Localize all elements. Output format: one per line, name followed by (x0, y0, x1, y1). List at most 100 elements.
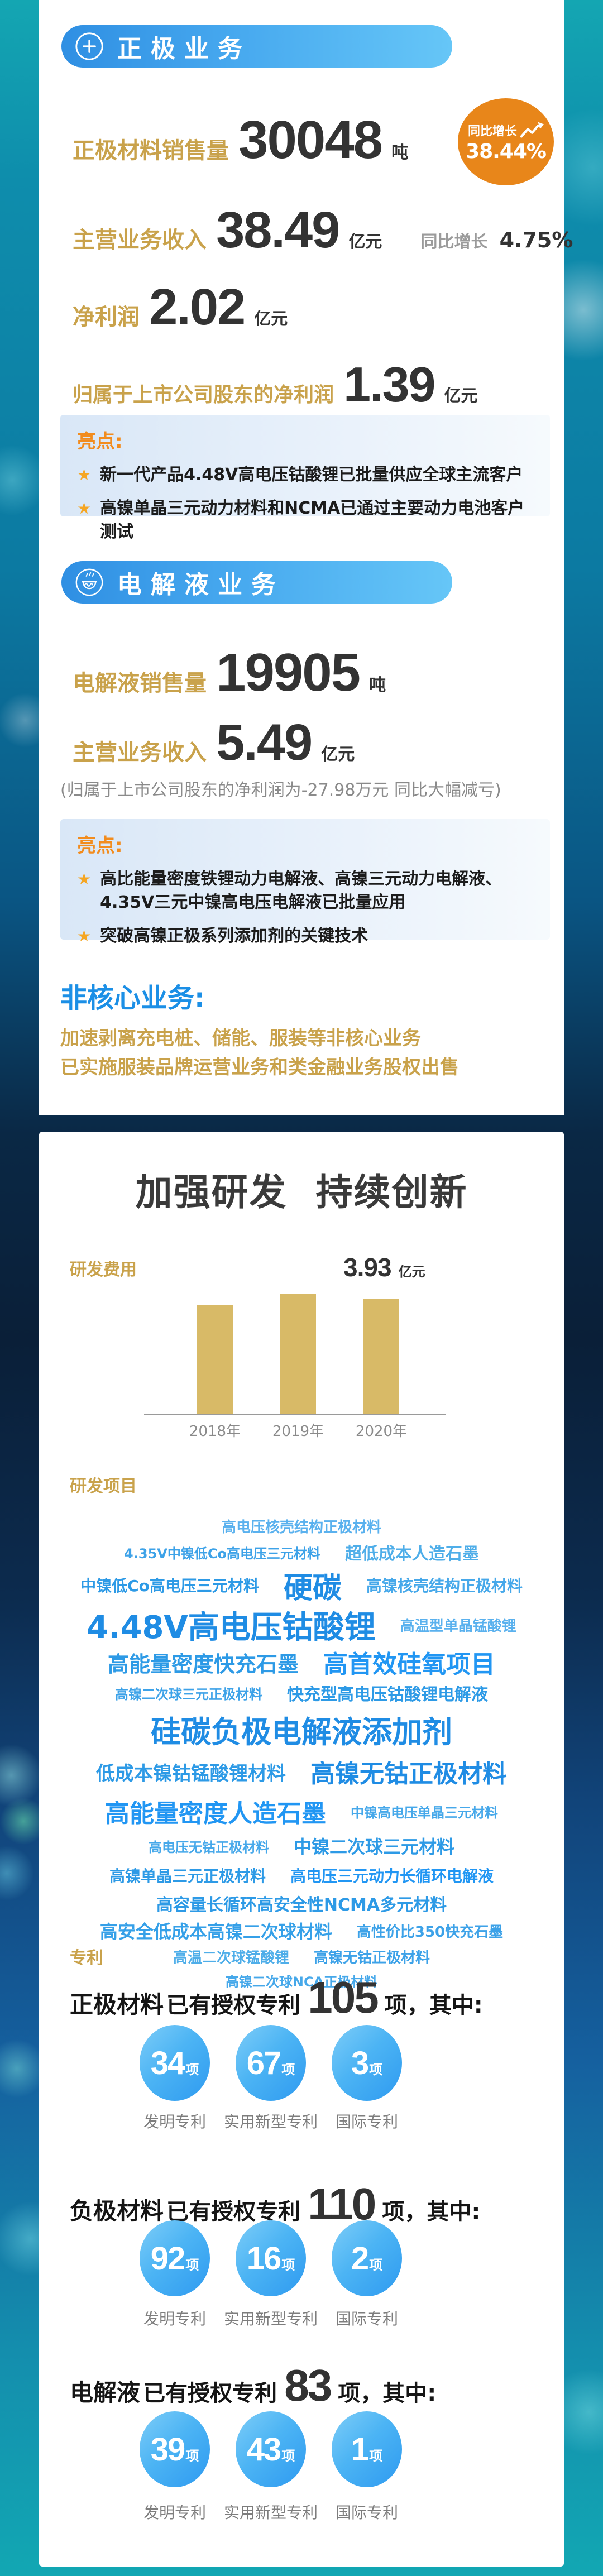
patent-suffix: 项，其中: (338, 2381, 437, 2406)
stat-value: 38.49 (216, 202, 340, 258)
stat-cathode-sales: 正极材料销售量 30048 吨 (73, 109, 408, 171)
wordcloud-term: 高镍核壳结构正极材料 (366, 1577, 523, 1595)
patent-circle-labels: 发明专利 实用新型专利 国际专利 (140, 2307, 402, 2329)
wordcloud-row: 高电压核壳结构正极材料 (56, 1514, 547, 1538)
patent-type-label: 国际专利 (335, 2113, 398, 2131)
stat-label: 净利润 (73, 304, 140, 330)
circle-unit: 项 (369, 2061, 383, 2077)
stat-label: 电解液销售量 (73, 671, 207, 696)
wordcloud-term: 高电压无钴正极材料 (148, 1839, 269, 1855)
badge-label: 同比增长 (467, 124, 517, 138)
circle-value: 39 (150, 2431, 185, 2468)
stat-unit: 亿元 (348, 232, 382, 252)
patent-circle-labels: 发明专利 实用新型专利 国际专利 (140, 2110, 402, 2132)
patent-type-label: 国际专利 (335, 2310, 398, 2328)
patent-type-label: 国际专利 (335, 2503, 398, 2522)
wordcloud-row: 高能量密度快充石墨 高首效硅氧项目 (56, 1646, 547, 1679)
patent-type-label: 发明专利 (143, 2503, 206, 2522)
wordcloud-term: 高容量长循环高安全性NCMA多元材料 (156, 1895, 447, 1915)
stat-unit: 亿元 (321, 745, 355, 764)
wordcloud-row: 低成本镍钴锰酸锂材料 高镍无钴正极材料 (56, 1751, 547, 1792)
wordcloud-term: 高温二次球锰酸锂 (173, 1949, 289, 1966)
stat-unit: 吨 (369, 676, 386, 695)
wordcloud-term: 中镍低Co高电压三元材料 (80, 1577, 259, 1595)
wordcloud-term: 高镍单晶三元正极材料 (109, 1867, 266, 1885)
wordcloud-term: 硬碳 (283, 1571, 342, 1605)
patent-category: 电解液 (70, 2379, 141, 2406)
patent-mid-text: 已有授权专利 (166, 2199, 301, 2225)
rnd-expense-label: 研发费用 (70, 1260, 137, 1280)
patent-type-label: 发明专利 (143, 2310, 206, 2328)
circle-value: 43 (246, 2431, 281, 2468)
circle-value: 2 (351, 2240, 369, 2277)
patent-circle: 34项 (140, 2025, 210, 2101)
electrolyte-bowl-icon (75, 568, 104, 597)
wordcloud-term: 高首效硅氧项目 (323, 1650, 495, 1679)
circle-unit: 项 (369, 2448, 383, 2464)
rnd-projects-wordcloud: 高电压核壳结构正极材料 4.35V中镍低Co高电压三元材料 超低成本人造石墨 中… (56, 1514, 547, 1992)
stat-electrolyte-sales: 电解液销售量 19905 吨 (73, 642, 386, 703)
noncore-line: 加速剥离充电桩、储能、服装等非核心业务 (60, 1027, 421, 1050)
noncore-title: 非核心业务: (60, 983, 205, 1014)
wordcloud-term: 高镍二次球NCA正极材料 (225, 1974, 378, 1990)
wordcloud-row: 高镍二次球NCA正极材料 (56, 1969, 547, 1992)
circle-value: 34 (150, 2044, 185, 2081)
cathode-section-title: 正极业务 (117, 35, 251, 63)
wordcloud-term: 高电压核壳结构正极材料 (221, 1519, 381, 1536)
patent-suffix: 项，其中: (384, 1993, 483, 2018)
patent-sentence-anode: 负极材料 已有授权专利 110 项，其中: (70, 2178, 480, 2230)
x-tick-label: 2019年 (272, 1423, 324, 1440)
patent-circle: 2项 (332, 2220, 402, 2296)
electrolyte-section-title: 电解液业务 (117, 571, 285, 599)
patent-suffix: 项，其中: (382, 2199, 481, 2225)
wordcloud-row: 高容量长循环高安全性NCMA多元材料 (56, 1889, 547, 1917)
patent-sentence-electrolyte: 电解液 已有授权专利 83 项，其中: (70, 2360, 436, 2411)
highlights-title: 亮点: (77, 835, 123, 857)
patent-type-label: 实用新型专利 (224, 2310, 318, 2328)
wordcloud-term: 高安全低成本高镍二次球材料 (99, 1921, 332, 1942)
annotation-value: 3.93 (343, 1253, 392, 1282)
electrolyte-section-header: 电解液业务 (61, 561, 452, 604)
wordcloud-term: 高电压三元动力长循环电解液 (290, 1867, 494, 1885)
yoy-growth-badge: 同比增长 38.44% (458, 98, 554, 185)
business-results-card: 正极业务 正极材料销售量 30048 吨 同比增长 38.44% 主营业务收入 … (39, 0, 573, 1115)
highlight-item: ★ 突破高镍正极系列添加剂的关键技术 (77, 925, 533, 948)
wordcloud-term: 高能量密度人造石墨 (105, 1799, 326, 1828)
wordcloud-term: 高镍二次球三元正极材料 (115, 1686, 262, 1702)
highlight-text: 突破高镍正极系列添加剂的关键技术 (100, 926, 368, 946)
star-icon: ★ (77, 466, 92, 484)
x-tick-label: 2018年 (189, 1423, 241, 1440)
chart-annotation: 3.93 亿元 (343, 1252, 425, 1282)
star-icon: ★ (77, 870, 92, 888)
stat-value: 2.02 (149, 279, 246, 336)
circle-value: 92 (150, 2240, 185, 2277)
noncore-line: 已实施服装品牌运营业务和类金融业务股权出售 (60, 1056, 459, 1079)
patent-circle: 92项 (140, 2220, 210, 2296)
patent-category: 负极材料 (70, 2197, 164, 2225)
badge-value: 38.44% (466, 140, 547, 163)
stat-label: 主营业务收入 (73, 740, 207, 765)
patent-count: 105 (308, 1972, 379, 2022)
patent-circle-labels: 发明专利 实用新型专利 国际专利 (140, 2501, 402, 2523)
rnd-projects-label: 研发项目 (70, 1477, 137, 1496)
electrolyte-profit-note: (归属于上市公司股东的净利润为-27.98万元 同比大幅减亏) (60, 781, 501, 800)
stat-value: 19905 (216, 643, 361, 702)
bar-2018 (197, 1305, 233, 1414)
highlight-text: 高镍单晶三元动力材料和NCMA已通过主要动力电池客户测试 (100, 499, 525, 542)
electrolyte-highlights-panel: 亮点: ★ 高比能量密度铁锂动力电解液、高镍三元动力电解液、4.35V三元中镍高… (60, 819, 550, 946)
stat-value: 1.39 (343, 357, 436, 412)
patent-circles-electrolyte: 39项 43项 1项 (140, 2411, 402, 2487)
wordcloud-term: 中镍高电压单晶三元材料 (351, 1804, 498, 1821)
wordcloud-term: 高镍无钴正极材料 (314, 1949, 430, 1966)
wordcloud-row: 高温二次球锰酸锂 高镍无钴正极材料 (56, 1944, 547, 1969)
circle-unit: 项 (185, 2448, 199, 2464)
stat-label: 主营业务收入 (73, 227, 207, 253)
stat-value: 30048 (238, 110, 383, 170)
stat-unit: 亿元 (254, 309, 288, 329)
highlight-text: 高比能量密度铁锂动力电解液、高镍三元动力电解液、4.35V三元中镍高电压电解液已… (100, 869, 502, 912)
circle-unit: 项 (281, 2448, 295, 2464)
stat-unit: 亿元 (444, 386, 478, 406)
wordcloud-term: 硅碳负极电解液添加剂 (151, 1714, 452, 1750)
circle-value: 1 (351, 2431, 369, 2468)
